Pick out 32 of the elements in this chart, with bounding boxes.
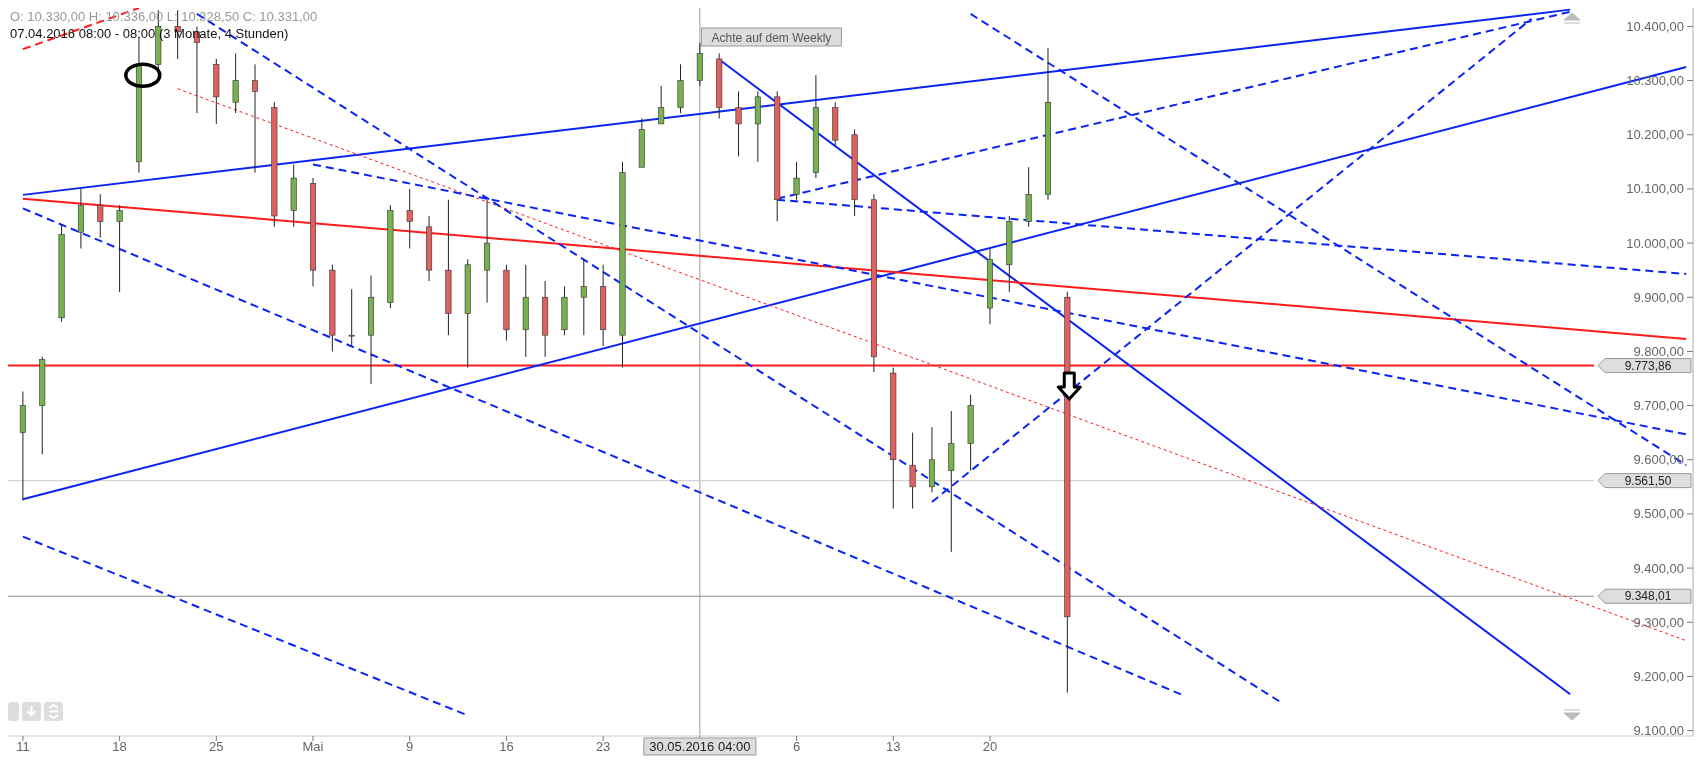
x-tick-label: 13 — [886, 739, 901, 754]
y-tick-label: 10.100,00 — [1626, 181, 1684, 197]
y-tick-label: 10.400,00 — [1626, 18, 1684, 34]
x-tick-label: 11 — [16, 739, 30, 754]
x-tick-label: 25 — [209, 739, 224, 754]
ref-line-label: 9.348,01 — [1624, 589, 1672, 604]
x-tick-label: 20 — [982, 739, 998, 754]
y-tick-label: 9.600,00 — [1633, 452, 1684, 468]
x-tick-label: 30.05.2016 04:00 — [649, 739, 751, 754]
y-tick-label: 10.000,00 — [1626, 235, 1684, 251]
annotation: Achte auf dem Weekly — [711, 31, 832, 45]
ref-line-label: 9.561,50 — [1624, 473, 1672, 488]
x-tick-label: 6 — [792, 739, 801, 754]
y-tick-label: 9.300,00 — [1633, 614, 1684, 630]
price-tag: 9.773,86 — [1597, 358, 1692, 374]
ref-line-label: 9.773,86 — [1624, 358, 1672, 373]
x-tick-label: 16 — [499, 739, 514, 754]
price-tag: 9.348,01 — [1597, 588, 1692, 604]
y-tick-label: 9.900,00 — [1633, 289, 1684, 305]
y-tick-label: 10.300,00 — [1626, 73, 1684, 89]
y-tick-label: 9.400,00 — [1633, 560, 1684, 576]
x-tick-label: 23 — [595, 739, 611, 754]
x-tick-label: 9 — [406, 739, 414, 754]
y-tick-label: 9.200,00 — [1633, 668, 1684, 684]
y-tick-label: 10.200,00 — [1626, 127, 1684, 143]
price-tag: 9.561,50 — [1597, 473, 1692, 489]
y-tick-label: 9.700,00 — [1633, 398, 1684, 414]
x-tick-label: Mai — [302, 739, 324, 754]
y-tick-label: 9.100,00 — [1633, 723, 1684, 739]
y-tick-label: 9.800,00 — [1633, 343, 1684, 359]
x-tick-label: 18 — [112, 739, 127, 754]
y-tick-label: 9.500,00 — [1633, 506, 1684, 522]
